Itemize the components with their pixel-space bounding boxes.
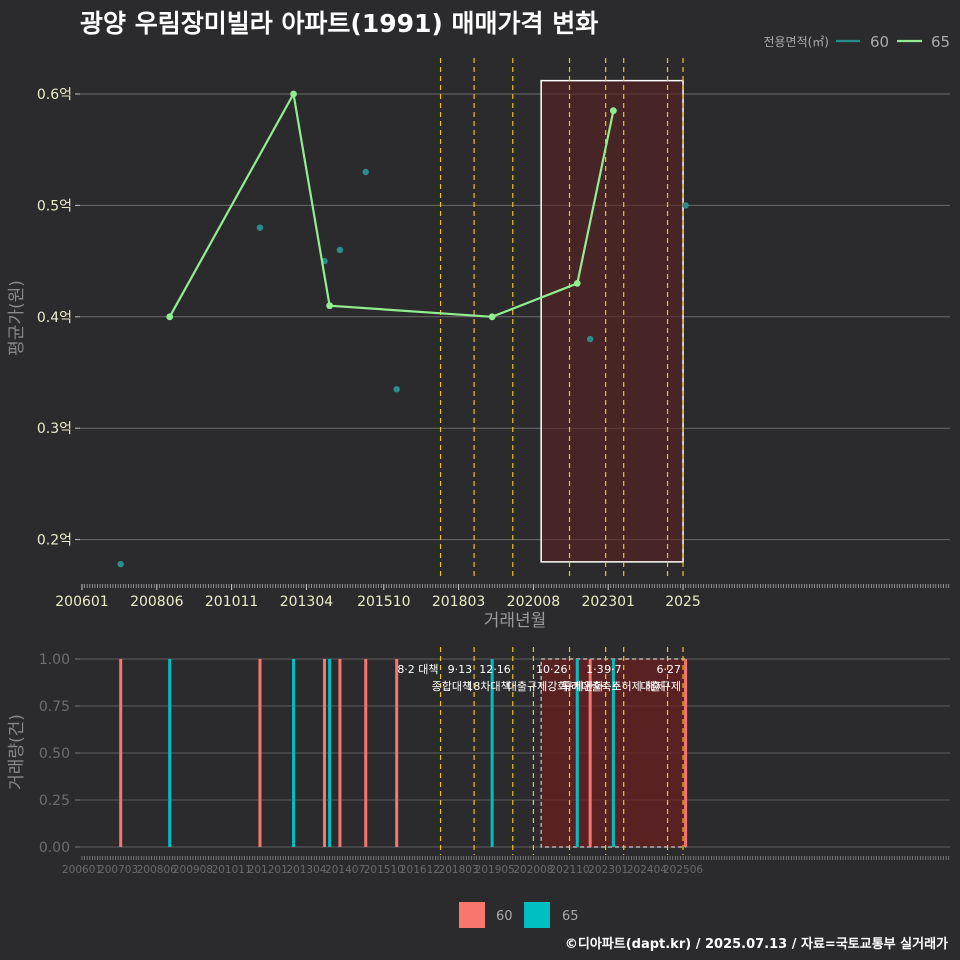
x-tick-label: 202404	[627, 864, 667, 876]
y-tick-label: 0.5억	[37, 198, 72, 214]
x-tick-label: 201407	[325, 864, 365, 876]
policy-label: 1·3	[586, 663, 604, 676]
series-60-point	[336, 246, 344, 254]
x-tick-label: 201201	[248, 864, 288, 876]
volume-panel: 0.00 0.25 0.50 0.75 1.00 8·2 대책 9·13 종합대책 12·16 1…	[7, 647, 950, 876]
y-tick-label: 0.6억	[37, 87, 72, 103]
bar-65	[575, 659, 579, 847]
bar-60	[684, 659, 688, 847]
x-tick-label: 201905	[475, 864, 515, 876]
bar-60	[322, 659, 326, 847]
x-tick-label: 202008	[507, 594, 560, 610]
y-tick-label: 0.3억	[37, 421, 72, 437]
x-tick-label: 201510	[364, 864, 404, 876]
bar-65	[611, 659, 615, 847]
bar-60	[364, 659, 368, 847]
x-tick-label: 201612	[400, 864, 440, 876]
y-tick-label: 0.75	[39, 699, 70, 715]
policy-label: 9·13	[448, 663, 473, 676]
policy-label: 12·16	[479, 663, 511, 676]
x-tick-label: 201304	[280, 594, 334, 610]
x-tick-label: 201304	[286, 864, 326, 876]
policy-label: 9·7	[604, 663, 622, 676]
price-panel: 0.2억 0.3억 0.4억 0.5억 0.6억 200601 200806 201011 20…	[7, 58, 950, 631]
y-axis-title: 평균가(원)	[7, 280, 27, 356]
policy-label: 종합대책	[432, 680, 472, 693]
bar-65	[328, 659, 332, 847]
x-tick-label: 200601	[55, 594, 108, 610]
policy-label: 18차대책	[466, 680, 510, 693]
series-65-point	[488, 313, 496, 321]
series-65-point	[573, 279, 581, 287]
x-tick-label: 201011	[212, 864, 252, 876]
series-65-point	[609, 107, 617, 115]
policy-label: 특례대출축소	[561, 680, 622, 693]
y-tick-label: 0.00	[39, 840, 70, 856]
x-tick-label: 201803	[439, 864, 479, 876]
y-tick-label: 0.2억	[37, 533, 72, 549]
credit-text: ©디아파트(dapt.kr) / 2025.07.13 / 자료=국토교통부 실…	[564, 937, 948, 952]
legend-label-65: 65	[931, 33, 950, 51]
x-tick-label: 202008	[513, 864, 553, 876]
highlight-box	[540, 79, 684, 563]
x-tick-label: 202301	[581, 594, 634, 610]
x-tick-label: 200806	[137, 864, 177, 876]
series-60-point	[256, 224, 264, 231]
legend-swatch-bar-60	[459, 902, 485, 928]
x-tick-label: 200806	[130, 594, 184, 610]
policy-label: 10·26	[536, 663, 568, 676]
policy-label: 6·27	[657, 663, 682, 676]
bar-65	[168, 659, 172, 847]
legend-label-bar-60: 60	[496, 909, 513, 924]
x-tick-label: 200703	[98, 864, 138, 876]
series-60-point	[362, 168, 369, 176]
series-60-point	[393, 386, 400, 393]
policy-label: 대출규제	[641, 680, 681, 693]
y-tick-label: 0.4억	[37, 310, 72, 326]
x-tick-label: 202506	[663, 864, 703, 876]
y-tick-label: 0.50	[39, 746, 70, 762]
bottom-plot-area: 8·2 대책 9·13 종합대책 12·16 18차대책 10·26 대출규제강화 1·3 규제…	[119, 647, 688, 855]
bar-60	[395, 659, 399, 847]
x-tick-label: 202110	[549, 864, 589, 876]
bar-60	[119, 659, 123, 847]
series-60-point	[117, 560, 124, 568]
series-65-line	[168, 90, 615, 318]
series-65-point	[326, 302, 334, 310]
top-plot-area	[117, 58, 689, 578]
y-axis-title: 거래량(건)	[7, 714, 27, 790]
bar-60	[338, 659, 342, 847]
series-65-point	[166, 313, 174, 321]
bar-65	[490, 659, 494, 847]
legend-label-60: 60	[870, 33, 889, 51]
bar-60	[258, 659, 262, 847]
y-tick-label: 1.00	[39, 652, 70, 668]
policy-label: 규제완화	[563, 680, 603, 693]
policy-label: 8·2 대책	[397, 663, 438, 676]
x-tick-label: 201803	[432, 594, 485, 610]
series-60-point	[586, 335, 594, 343]
bar-65	[292, 659, 296, 847]
policy-label: 토허제 해제	[611, 679, 665, 693]
x-tick-label: 201011	[205, 594, 258, 610]
x-axis-title: 거래년월	[484, 611, 547, 631]
series-65-point	[290, 90, 297, 98]
series-60-point	[682, 202, 689, 209]
x-tick-label: 200908	[173, 864, 213, 876]
chart-title: 광양 우림장미빌라 아파트(1991) 매매가격 변화	[80, 9, 599, 38]
legend-swatch-bar-65	[524, 902, 550, 928]
legend-label-bar-65: 65	[562, 909, 579, 924]
policy-label: 대출규제강화	[507, 680, 568, 693]
x-tick-label: 200601	[62, 864, 102, 876]
bar-60	[588, 659, 592, 847]
x-tick-label: 202301	[588, 864, 628, 876]
x-tick-label: 201510	[357, 594, 410, 610]
legend-title: 전용면적(㎡)	[763, 35, 829, 49]
x-tick-label: 2025	[665, 594, 701, 610]
y-tick-label: 0.25	[39, 793, 70, 809]
legends: 전용면적(㎡) 60 65 60 65	[459, 33, 950, 928]
